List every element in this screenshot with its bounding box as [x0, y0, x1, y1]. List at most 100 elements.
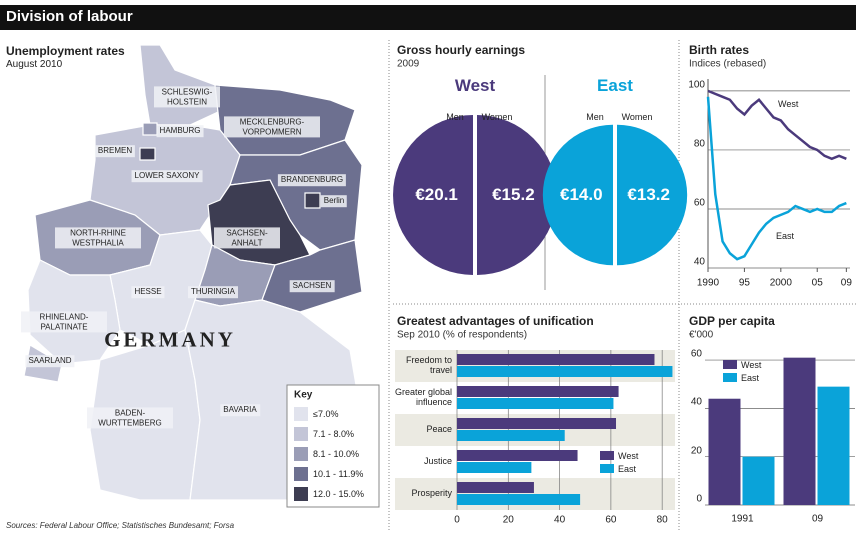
chart-title: GDP per capita — [689, 314, 775, 328]
state-label: BADEN-WURTTEMBERG — [87, 407, 173, 429]
legend-swatch — [723, 360, 737, 369]
bar — [457, 450, 578, 461]
key-swatch — [294, 467, 308, 481]
x-tick-label: 95 — [738, 277, 750, 289]
chart-title: Greatest advantages of unification — [397, 314, 594, 328]
state-label: BRANDENBURG — [277, 174, 347, 186]
legend-label: East — [741, 373, 760, 383]
series-line — [706, 96, 847, 261]
state-label: MECKLENBURG-VORPOMMERN — [224, 116, 320, 138]
bar — [742, 456, 775, 505]
bar — [457, 418, 617, 429]
chart-title: Birth rates — [689, 43, 750, 57]
value-label: €20.1 — [415, 185, 458, 204]
chart-subtitle: Indices (rebased) — [689, 58, 767, 70]
y-tick-label: 20 — [690, 445, 702, 457]
x-tick-label: 09 — [840, 277, 852, 289]
legend-label: East — [597, 76, 633, 95]
bar — [817, 386, 850, 505]
bar — [457, 494, 581, 505]
category-label: Greater global influence — [394, 387, 452, 407]
category-label: Peace — [426, 424, 452, 435]
y-tick-label: 100 — [688, 79, 705, 91]
state-label: LOWER SAXONY — [131, 170, 203, 182]
state — [142, 122, 158, 136]
x-tick-label: 09 — [811, 513, 824, 525]
value-label: €15.2 — [492, 185, 535, 204]
series-label: West — [778, 99, 799, 109]
x-tick-label: 1990 — [696, 277, 720, 289]
y-tick-label: 60 — [690, 348, 702, 360]
legend-swatch — [600, 464, 614, 473]
bar — [457, 430, 565, 441]
value-label: €13.2 — [627, 185, 670, 204]
x-tick-label: 2000 — [769, 277, 792, 289]
category-label: Women — [621, 112, 653, 122]
state-label: NORTH-RHINE WESTPHALIA — [55, 227, 141, 249]
key-swatch — [294, 447, 308, 461]
state — [139, 44, 219, 126]
state-label: BAVARIA — [220, 404, 260, 416]
category-label: Prosperity — [411, 488, 452, 499]
legend-label: West — [741, 360, 762, 370]
half-circle — [542, 124, 613, 266]
legend-label: East — [618, 464, 637, 474]
map-subtitle: August 2010 — [6, 59, 63, 70]
state — [304, 192, 321, 209]
bar — [457, 354, 655, 365]
y-tick-label: 40 — [690, 396, 702, 408]
key-box — [286, 384, 380, 508]
category-label: Men — [446, 112, 464, 122]
state — [139, 147, 156, 161]
sources: Sources: Federal Labour Office; Statisti… — [6, 521, 235, 530]
bar — [457, 482, 534, 493]
bar — [457, 366, 673, 377]
x-tick-label: 1991 — [731, 513, 754, 525]
state-label: HESSE — [131, 286, 165, 298]
key-swatch — [294, 487, 308, 501]
series-line — [707, 89, 847, 161]
series-label: East — [776, 231, 795, 241]
key-label: 7.1 - 8.0% — [313, 429, 355, 439]
key-swatch — [294, 407, 308, 421]
legend-label: West — [618, 451, 639, 461]
chart-subtitle: 2009 — [397, 58, 420, 70]
x-tick-label: 20 — [502, 514, 514, 526]
value-label: €14.0 — [560, 185, 603, 204]
key-label: ≤7.0% — [313, 409, 339, 419]
state-label: THURINGIA — [188, 286, 238, 298]
state-label: SACHSEN-ANHALT — [214, 227, 280, 249]
chart-subtitle: €'000 — [689, 329, 714, 341]
half-circle — [393, 115, 473, 275]
bar — [708, 398, 741, 505]
key-label: 8.1 - 10.0% — [313, 449, 360, 459]
bar — [457, 386, 619, 397]
y-tick-label: 40 — [693, 256, 705, 268]
y-tick-label: 60 — [693, 197, 705, 209]
key-title: Key — [294, 389, 313, 401]
bar — [457, 462, 532, 473]
state-label: Berlin — [320, 195, 348, 207]
state-label: BREMEN — [94, 145, 136, 157]
legend-swatch — [600, 451, 614, 460]
x-tick-label: 40 — [554, 514, 566, 526]
key-label: 10.1 - 11.9% — [313, 469, 364, 479]
state-label: SACHSEN — [289, 280, 335, 292]
category-label: Justice — [423, 456, 452, 467]
chart-title: Gross hourly earnings — [397, 43, 526, 57]
category-label: Women — [481, 112, 513, 122]
state-label: SAARLAND — [25, 355, 75, 367]
x-tick-label: 80 — [656, 514, 668, 526]
map-title: Unemployment rates — [6, 44, 125, 58]
category-label: Freedom to travel — [405, 355, 452, 375]
state-label: RHINELAND-PALATINATE — [21, 311, 107, 333]
y-tick-label: 80 — [693, 138, 705, 150]
half-circle — [477, 115, 557, 275]
y-tick-label: 0 — [696, 493, 702, 505]
half-circle — [617, 124, 688, 266]
state-label: HAMBURG — [156, 125, 204, 137]
category-label: Men — [586, 112, 604, 122]
x-tick-label: 05 — [811, 277, 823, 289]
chart-subtitle: Sep 2010 (% of respondents) — [397, 329, 528, 341]
